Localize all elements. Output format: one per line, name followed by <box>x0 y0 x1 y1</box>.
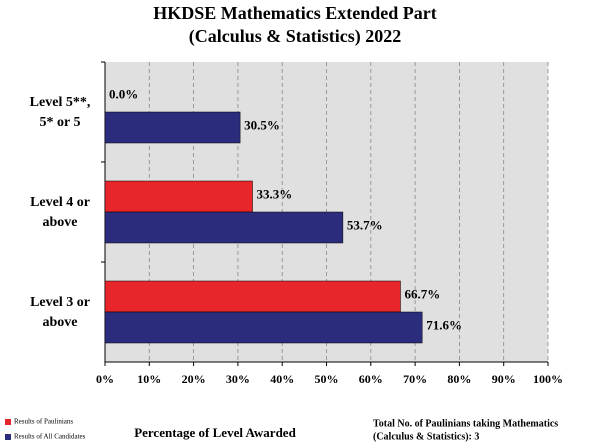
y-tick-label: Level 4 or <box>30 195 90 210</box>
y-tick-label: Level 5**, <box>30 95 91 110</box>
y-tick-label: above <box>43 215 78 230</box>
legend-label: Results of Paulinians <box>14 418 73 426</box>
annotation: Total No. of Paulinians taking Mathemati… <box>373 418 558 429</box>
bar <box>104 180 253 213</box>
x-tick-label: 60% <box>359 372 383 386</box>
bar <box>104 211 344 244</box>
data-label: 30.5% <box>244 117 280 132</box>
bar <box>104 311 423 344</box>
data-label: 71.6% <box>426 317 462 332</box>
x-tick-label: 80% <box>447 372 471 386</box>
x-tick-label: 20% <box>182 372 206 386</box>
legend-label: Results of All Candidates <box>14 433 86 441</box>
x-axis-label: Percentage of Level Awarded <box>134 425 296 440</box>
x-tick-label: 90% <box>492 372 516 386</box>
y-tick-label: Level 3 or <box>30 295 90 310</box>
annotation: (Calculus & Statistics): 3 <box>373 431 479 442</box>
y-tick-label: 5* or 5 <box>40 115 81 130</box>
legend-swatch <box>5 419 11 425</box>
x-tick-label: 70% <box>403 372 427 386</box>
data-label: 33.3% <box>257 186 293 201</box>
x-tick-label: 50% <box>315 372 339 386</box>
bar <box>104 111 241 144</box>
y-tick-label: above <box>43 315 78 330</box>
chart-title: (Calculus & Statistics) 2022 <box>189 26 402 47</box>
bar <box>104 280 401 313</box>
x-tick-label: 40% <box>270 372 294 386</box>
data-label: 0.0% <box>109 86 138 101</box>
x-tick-label: 100% <box>533 372 563 386</box>
x-tick-label: 30% <box>226 372 250 386</box>
data-label: 53.7% <box>347 217 383 232</box>
data-label: 66.7% <box>404 286 440 301</box>
chart-title: HKDSE Mathematics Extended Part <box>153 3 436 23</box>
x-tick-label: 0% <box>96 372 114 386</box>
legend-swatch <box>5 434 11 440</box>
x-tick-label: 10% <box>137 372 161 386</box>
